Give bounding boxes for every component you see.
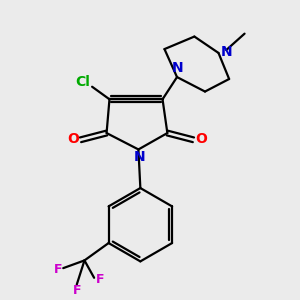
Text: F: F — [96, 273, 104, 286]
Text: O: O — [195, 132, 207, 146]
Text: F: F — [54, 262, 63, 276]
Text: N: N — [134, 150, 145, 164]
Text: O: O — [67, 132, 79, 146]
Text: F: F — [73, 284, 81, 297]
Text: Cl: Cl — [75, 75, 90, 89]
Text: N: N — [172, 61, 184, 75]
Text: N: N — [220, 45, 232, 59]
